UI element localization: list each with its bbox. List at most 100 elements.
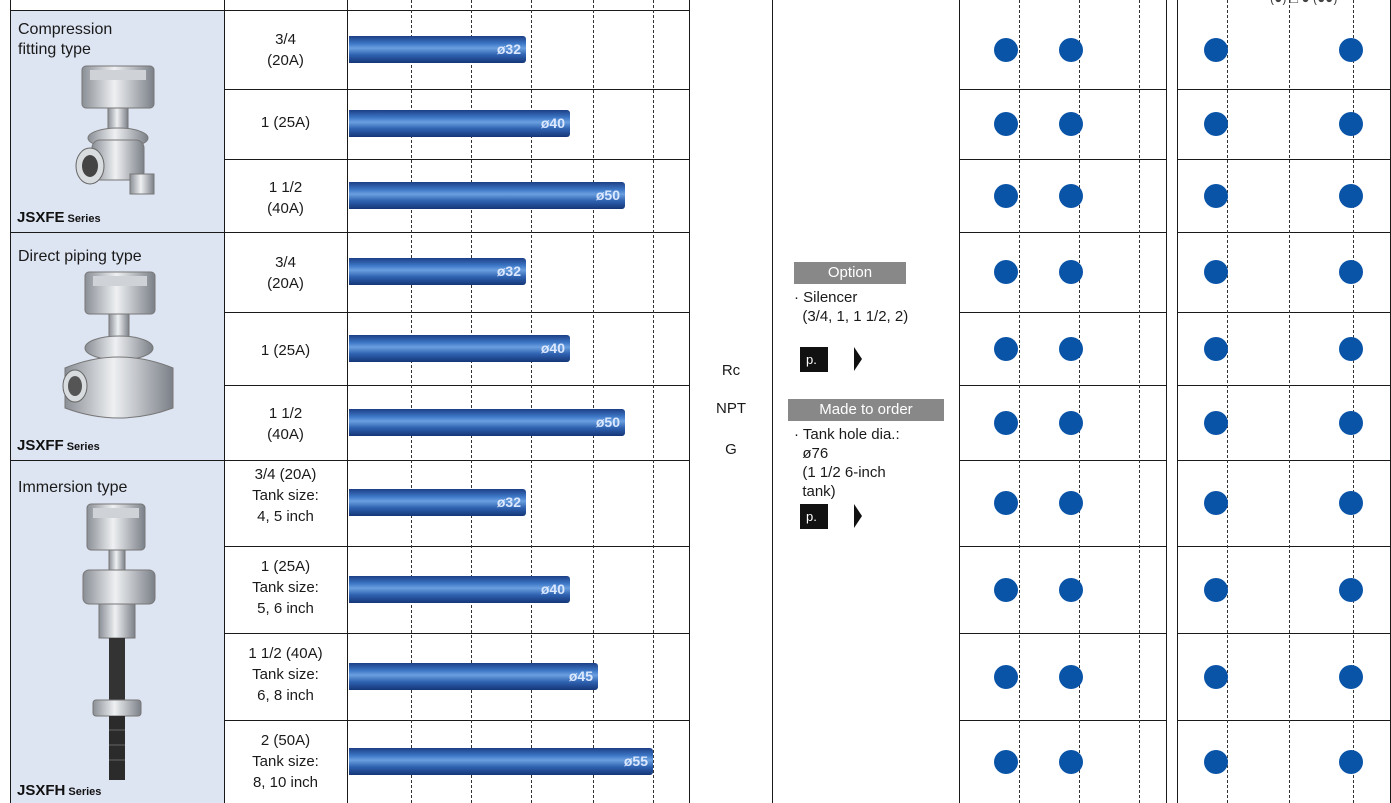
col-left-border (10, 0, 11, 803)
availability-dot-icon (1059, 112, 1083, 136)
port-size-row-8: 1 (25A) Tank size: 5, 6 inch (252, 558, 319, 617)
availability-dot-icon (1059, 749, 1083, 774)
row-divider-dots1 (959, 312, 1166, 313)
page-prefix: p. (806, 352, 817, 367)
thread-type-g: G (725, 441, 737, 458)
availability-dot-icon (1204, 336, 1228, 361)
port-size-row-4: 3/4 (20A) (267, 254, 304, 292)
row-divider (224, 720, 689, 721)
row-divider-dots1 (959, 720, 1166, 721)
row-divider (224, 633, 689, 634)
type-title-compression: Compression fitting type (18, 21, 113, 58)
row-divider (224, 232, 689, 233)
bore-bar: ø40 (349, 575, 570, 603)
row-divider (224, 89, 689, 90)
bar-gridline (471, 0, 472, 803)
bar-gridline (531, 0, 532, 803)
availability-dot-icon (994, 37, 1018, 62)
availability-dot-icon (1339, 37, 1363, 62)
bore-bar: ø45 (349, 662, 598, 690)
availability-dot-icon (994, 491, 1018, 515)
valve-photo-compression (75, 65, 155, 195)
availability-dot-icon (994, 260, 1018, 284)
bore-bar: ø32 (349, 258, 526, 285)
availability-dot-icon (1059, 664, 1083, 689)
bore-label: ø50 (595, 413, 620, 430)
availability-dot-icon (1059, 37, 1083, 62)
availability-dot-icon (1059, 491, 1083, 515)
bore-label: ø32 (496, 494, 521, 510)
page-number: 33 (806, 533, 824, 550)
availability-dot-icon (994, 112, 1018, 136)
dot-gridline (1139, 0, 1140, 803)
dot-gridline (1019, 0, 1020, 803)
bore-label: ø40 (540, 115, 565, 131)
col-gap-border (1166, 0, 1167, 803)
option-text: · Silencer (3/4, 1, 1 1/2, 2) (794, 289, 909, 325)
bore-bar: ø32 (349, 489, 526, 516)
type-title-direct: Direct piping type (18, 248, 142, 265)
series-name: JSXFF (17, 437, 64, 454)
availability-dot-icon (1339, 183, 1363, 208)
dot-gridline (1289, 0, 1290, 803)
row-divider (224, 159, 689, 160)
row-divider-dots1 (959, 159, 1166, 160)
availability-dot-icon (1339, 336, 1363, 361)
col-option-border (959, 0, 960, 803)
port-size-row-7: 3/4 (20A) Tank size: 4, 5 inch (252, 466, 319, 525)
thread-type-npt: NPT (716, 400, 746, 417)
thread-type-rc: Rc (721, 362, 741, 379)
bore-label: ø55 (623, 752, 648, 769)
availability-dot-icon (1204, 183, 1228, 208)
row-divider-dots2 (1177, 232, 1391, 233)
header-fragment: (●) □ ● (●●) (1270, 0, 1391, 5)
bar-gridline (411, 0, 412, 803)
availability-dot-icon (1204, 410, 1228, 435)
availability-dot-icon (994, 749, 1018, 774)
dot-gridline (1079, 0, 1080, 803)
valve-photo-direct (62, 271, 174, 419)
port-size-row-1: 3/4 (20A) (267, 31, 304, 69)
made-to-order-text: · Tank hole dia.: ø76 (1 1/2 6-inch tank… (794, 426, 900, 500)
port-size-row-2: 1 (25A) (260, 114, 311, 131)
availability-dot-icon (994, 664, 1018, 689)
availability-dot-icon (1339, 664, 1363, 689)
row-divider-dots2 (1177, 633, 1391, 634)
bar-gridline (593, 0, 594, 803)
row-divider-dots2 (1177, 312, 1391, 313)
col-bar-border (689, 0, 690, 803)
bore-label: ø50 (595, 186, 620, 203)
availability-dot-icon (1059, 260, 1083, 284)
bore-bar: ø40 (349, 110, 570, 137)
series-name: JSXFH (17, 782, 66, 799)
top-border (10, 10, 224, 11)
availability-dot-icon (1339, 491, 1363, 515)
series-suffix: Series (67, 213, 101, 225)
bore-bar: ø55 (349, 747, 653, 775)
bore-label: ø45 (568, 667, 593, 684)
series-label-jsxff: JSXFF Series (17, 437, 100, 454)
made-to-order-label: Made to order (788, 399, 944, 421)
port-size-row-5: 1 (25A) (260, 342, 311, 359)
bore-bar: ø40 (349, 334, 570, 362)
row-divider-dots1 (959, 546, 1166, 547)
dot-gridline (1353, 0, 1354, 803)
row-divider (224, 546, 689, 547)
bore-label: ø32 (496, 263, 521, 279)
row-divider (224, 385, 689, 386)
row-divider-dots2 (1177, 546, 1391, 547)
port-size-row-10: 2 (50A) Tank size: 8, 10 inch (252, 732, 319, 791)
row-divider-dots2 (1177, 385, 1391, 386)
port-size-row-3: 1 1/2 (40A) (267, 179, 304, 217)
bore-label: ø40 (540, 339, 565, 356)
availability-dot-icon (1339, 577, 1363, 602)
port-size-row-6: 1 1/2 (40A) (267, 405, 304, 443)
page-ref-arrow-icon (854, 347, 862, 371)
availability-dot-icon (1204, 37, 1228, 62)
row-divider-dots1 (959, 232, 1166, 233)
bore-bar: ø50 (349, 181, 625, 209)
row-divider (224, 312, 689, 313)
availability-dot-icon (1204, 749, 1228, 774)
bore-label: ø40 (540, 580, 565, 597)
col-port-border (347, 0, 348, 803)
